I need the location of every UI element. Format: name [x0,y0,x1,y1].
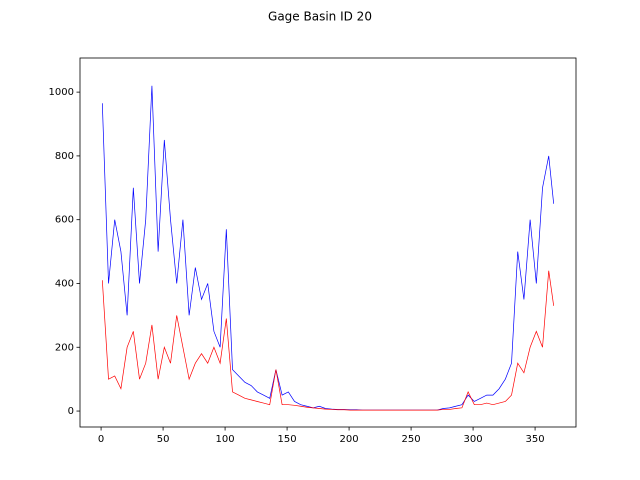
y-tick-label: 200 [55,342,74,353]
x-tick-label: 0 [98,434,104,445]
line-series [101,270,555,411]
plot-frame [79,57,577,428]
x-tick-label: 350 [526,434,545,445]
x-tick-label: 250 [402,434,421,445]
line-series [101,85,555,411]
y-tick-label: 800 [55,151,74,162]
x-tick-label: 100 [216,434,235,445]
y-tick-label: 1000 [49,87,74,98]
x-tick-label: 200 [340,434,359,445]
y-tick-label: 0 [68,406,74,417]
x-tick-label: 50 [157,434,170,445]
y-tick-label: 600 [55,215,74,226]
x-tick-label: 150 [278,434,297,445]
y-tick-label: 400 [55,278,74,289]
chart-title: Gage Basin ID 20 [268,10,372,24]
x-tick-label: 300 [464,434,483,445]
